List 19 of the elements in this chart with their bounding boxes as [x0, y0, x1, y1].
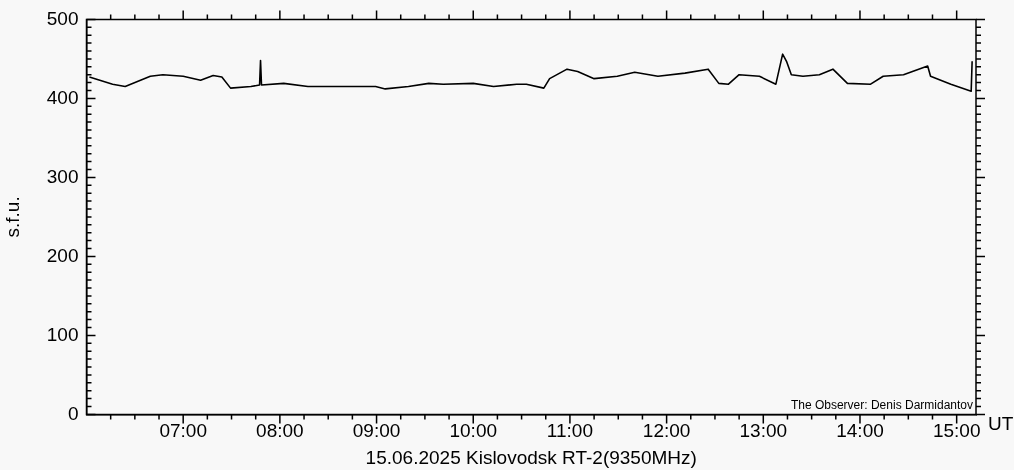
y-tick-label: 400 [46, 86, 79, 108]
x-tick-label: 14:00 [836, 420, 884, 442]
x-tick-label: 10:00 [449, 420, 498, 442]
x-tick-label: 12:00 [642, 420, 691, 442]
y-axis-title: s.f.u. [1, 196, 23, 238]
y-tick-label: 300 [46, 165, 79, 187]
y-tick-label: 0 [67, 402, 79, 424]
y-tick-label: 200 [46, 244, 79, 266]
x-tick-label: 13:00 [739, 420, 788, 442]
x-axis-title: 15.06.2025 Kislovodsk RT-2(9350MHz) [365, 446, 697, 468]
x-tick-label: 11:00 [546, 420, 593, 442]
x-tick-label: 07:00 [159, 420, 207, 442]
x-tick-label: 15:00 [932, 420, 981, 442]
annotation: The Observer: Denis Darmidantov [790, 397, 973, 412]
y-tick-label: 500 [46, 7, 79, 29]
x-tick-label: 09:00 [352, 420, 401, 442]
y-tick-label: 100 [46, 323, 79, 345]
text: UT [988, 413, 1014, 435]
x-tick-label: 08:00 [256, 420, 304, 442]
